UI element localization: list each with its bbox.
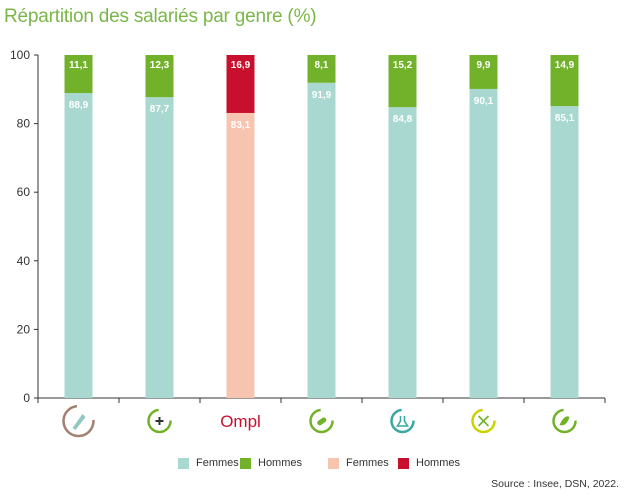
data-label-femmes: 87,7 (150, 104, 170, 115)
bar-hommes (64, 55, 93, 94)
icon-ring (309, 408, 334, 434)
icon-ring (552, 408, 577, 434)
data-label-femmes: 90,1 (474, 96, 494, 107)
data-label-hommes: 11,1 (69, 60, 88, 71)
category-icons: Ompl (62, 404, 577, 438)
icon-glyph (317, 417, 327, 426)
data-label-femmes: 91,9 (312, 90, 332, 101)
icon-glyph (559, 416, 570, 426)
legend-item-hommes-ompl: Hommes (398, 457, 460, 469)
y-tick-label: 0 (23, 391, 30, 405)
scissors-icon (471, 408, 496, 434)
icon-glyph (396, 416, 409, 427)
legend: Femmes Hommes Femmes Hommes (0, 457, 635, 475)
plus-icon (147, 408, 172, 434)
data-label-hommes: 12,3 (150, 60, 170, 71)
data-label-hommes: 14,9 (555, 60, 575, 71)
chart-title: Répartition des salariés par genre (%) (4, 6, 317, 27)
y-tick-label: 100 (10, 48, 30, 62)
source-note: Source : Insee, DSN, 2022. (491, 478, 619, 490)
data-label-hommes: 9,9 (477, 60, 491, 71)
bar-chart: 0 20 40 60 80 100 88,9 11,1 87,7 12,3 83,1 16,9 91,… (10, 48, 606, 438)
icon-ring (471, 408, 496, 434)
data-label-femmes: 85,1 (555, 113, 575, 124)
ompl-logo-text: Ompl (220, 412, 261, 431)
data-label-femmes: 83,1 (231, 120, 251, 131)
legend-label: Femmes (196, 457, 239, 469)
bar-hommes (145, 55, 174, 98)
legend-item-femmes: Femmes (178, 457, 239, 469)
icon-ring (390, 408, 415, 434)
bar-hommes (550, 55, 579, 107)
data-label-femmes: 88,9 (69, 100, 89, 111)
leaf-icon (552, 408, 577, 434)
y-tick-label: 40 (17, 254, 31, 268)
data-label-hommes: 16,9 (231, 60, 251, 71)
bar-femmes (145, 97, 174, 399)
icon-glyph (477, 415, 490, 427)
bar-femmes (550, 106, 579, 399)
ompl-logo: Ompl (220, 412, 261, 431)
legend-label: Femmes (346, 457, 389, 469)
y-tick-label: 80 (17, 117, 31, 131)
legend-item-femmes-ompl: Femmes (328, 457, 389, 469)
bar-femmes (226, 112, 255, 398)
bar-hommes (226, 55, 255, 113)
pill-icon (309, 408, 334, 434)
bar-femmes (64, 93, 93, 398)
legend-swatch (398, 457, 409, 469)
data-label-femmes: 84,8 (393, 114, 413, 125)
bar-femmes (307, 82, 336, 399)
legend-swatch (328, 457, 339, 469)
icon-ring (147, 408, 172, 434)
bars: 88,9 11,1 87,7 12,3 83,1 16,9 91,9 8,1 84,8 15,2 9… (64, 55, 579, 399)
legend-swatch (240, 457, 251, 469)
scales-icon (62, 404, 95, 438)
bar-femmes (469, 88, 498, 398)
icon-glyph (155, 417, 164, 425)
y-tick-label: 20 (17, 322, 31, 336)
data-label-hommes: 8,1 (315, 60, 329, 71)
legend-item-hommes: Hommes (240, 457, 302, 469)
icon-glyph (72, 414, 86, 430)
axes: 0 20 40 60 80 100 (10, 48, 606, 405)
data-label-hommes: 15,2 (393, 60, 413, 71)
bar-hommes (307, 55, 336, 83)
bar-hommes (469, 55, 498, 89)
legend-swatch (178, 457, 189, 469)
legend-label: Hommes (416, 457, 461, 469)
icon-ring (62, 404, 95, 438)
bar-hommes (388, 55, 417, 108)
legend-label: Hommes (258, 457, 303, 469)
flask-icon (390, 408, 415, 434)
y-tick-label: 60 (17, 185, 31, 199)
bar-femmes (388, 107, 417, 399)
